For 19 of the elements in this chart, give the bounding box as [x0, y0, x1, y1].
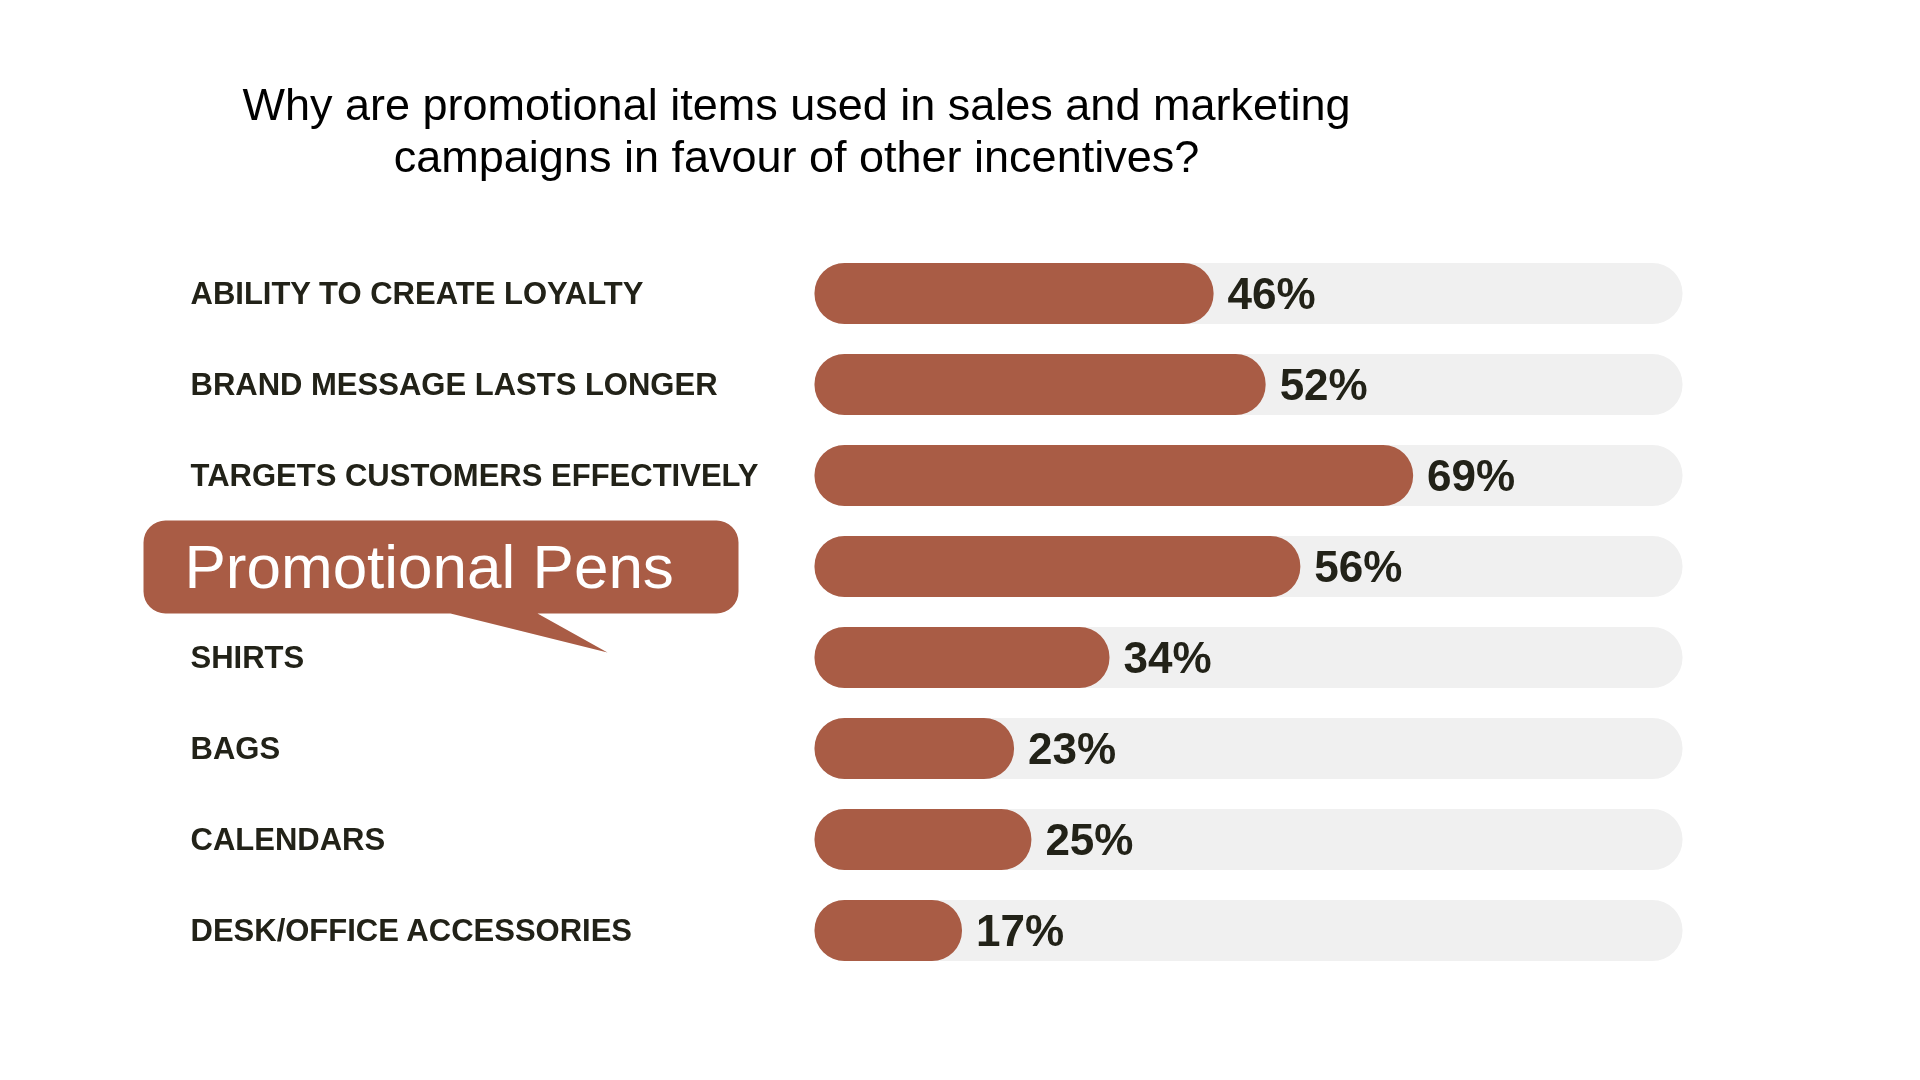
chart-title: Why are promotional items used in sales and marketing campaigns in favour of other incentives?: [242, 79, 1351, 182]
data-label: 52%: [1279, 360, 1368, 409]
y-tick-label: CALENDARS: [190, 822, 386, 857]
y-tick-label: DESK/OFFICE ACCESSORIES: [190, 913, 633, 948]
data-label: 69%: [1427, 451, 1516, 500]
data-label: 34%: [1123, 633, 1212, 682]
bar: [814, 718, 1015, 779]
y-tick-label: BAGS: [190, 731, 281, 766]
y-tick-label: BRAND MESSAGE LASTS LONGER: [190, 367, 718, 402]
data-label: 17%: [975, 906, 1065, 955]
text: Promotional Pens: [184, 532, 674, 601]
data-label: 46%: [1227, 269, 1316, 318]
y-tick-label: SHIRTS: [190, 640, 305, 675]
y-tick-label: ABILITY TO CREATE LOYALTY: [190, 276, 644, 311]
data-label: 25%: [1045, 815, 1134, 864]
y-tick-label: TARGETS CUSTOMERS EFFECTIVELY: [190, 458, 759, 493]
data-label: 56%: [1314, 542, 1403, 591]
bar: [814, 809, 1032, 870]
data-label: 23%: [1028, 724, 1117, 773]
